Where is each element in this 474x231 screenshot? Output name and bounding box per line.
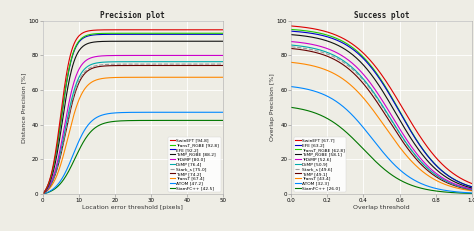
Title: Success plot: Success plot [354, 11, 409, 20]
Legend: SwinEFT [94.8], TransT_RGBE [92.8], EFE [92.2], ToMP_RGBE [88.2], TrDiMP [80.0],: SwinEFT [94.8], TransT_RGBE [92.8], EFE … [168, 137, 221, 192]
Y-axis label: Distance Precision [%]: Distance Precision [%] [21, 72, 26, 143]
X-axis label: Overlap threshold: Overlap threshold [353, 205, 410, 210]
X-axis label: Location error threshold [pixels]: Location error threshold [pixels] [82, 205, 183, 210]
Legend: SwinEFT [67.7], EFE [63.2], TransT_RGBE [62.8], ToMP_RGBE [58.1], TrDiMP [52.6],: SwinEFT [67.7], EFE [63.2], TransT_RGBE … [293, 137, 346, 192]
Title: Precision plot: Precision plot [100, 11, 165, 20]
Y-axis label: Overlap Precision [%]: Overlap Precision [%] [270, 73, 274, 141]
